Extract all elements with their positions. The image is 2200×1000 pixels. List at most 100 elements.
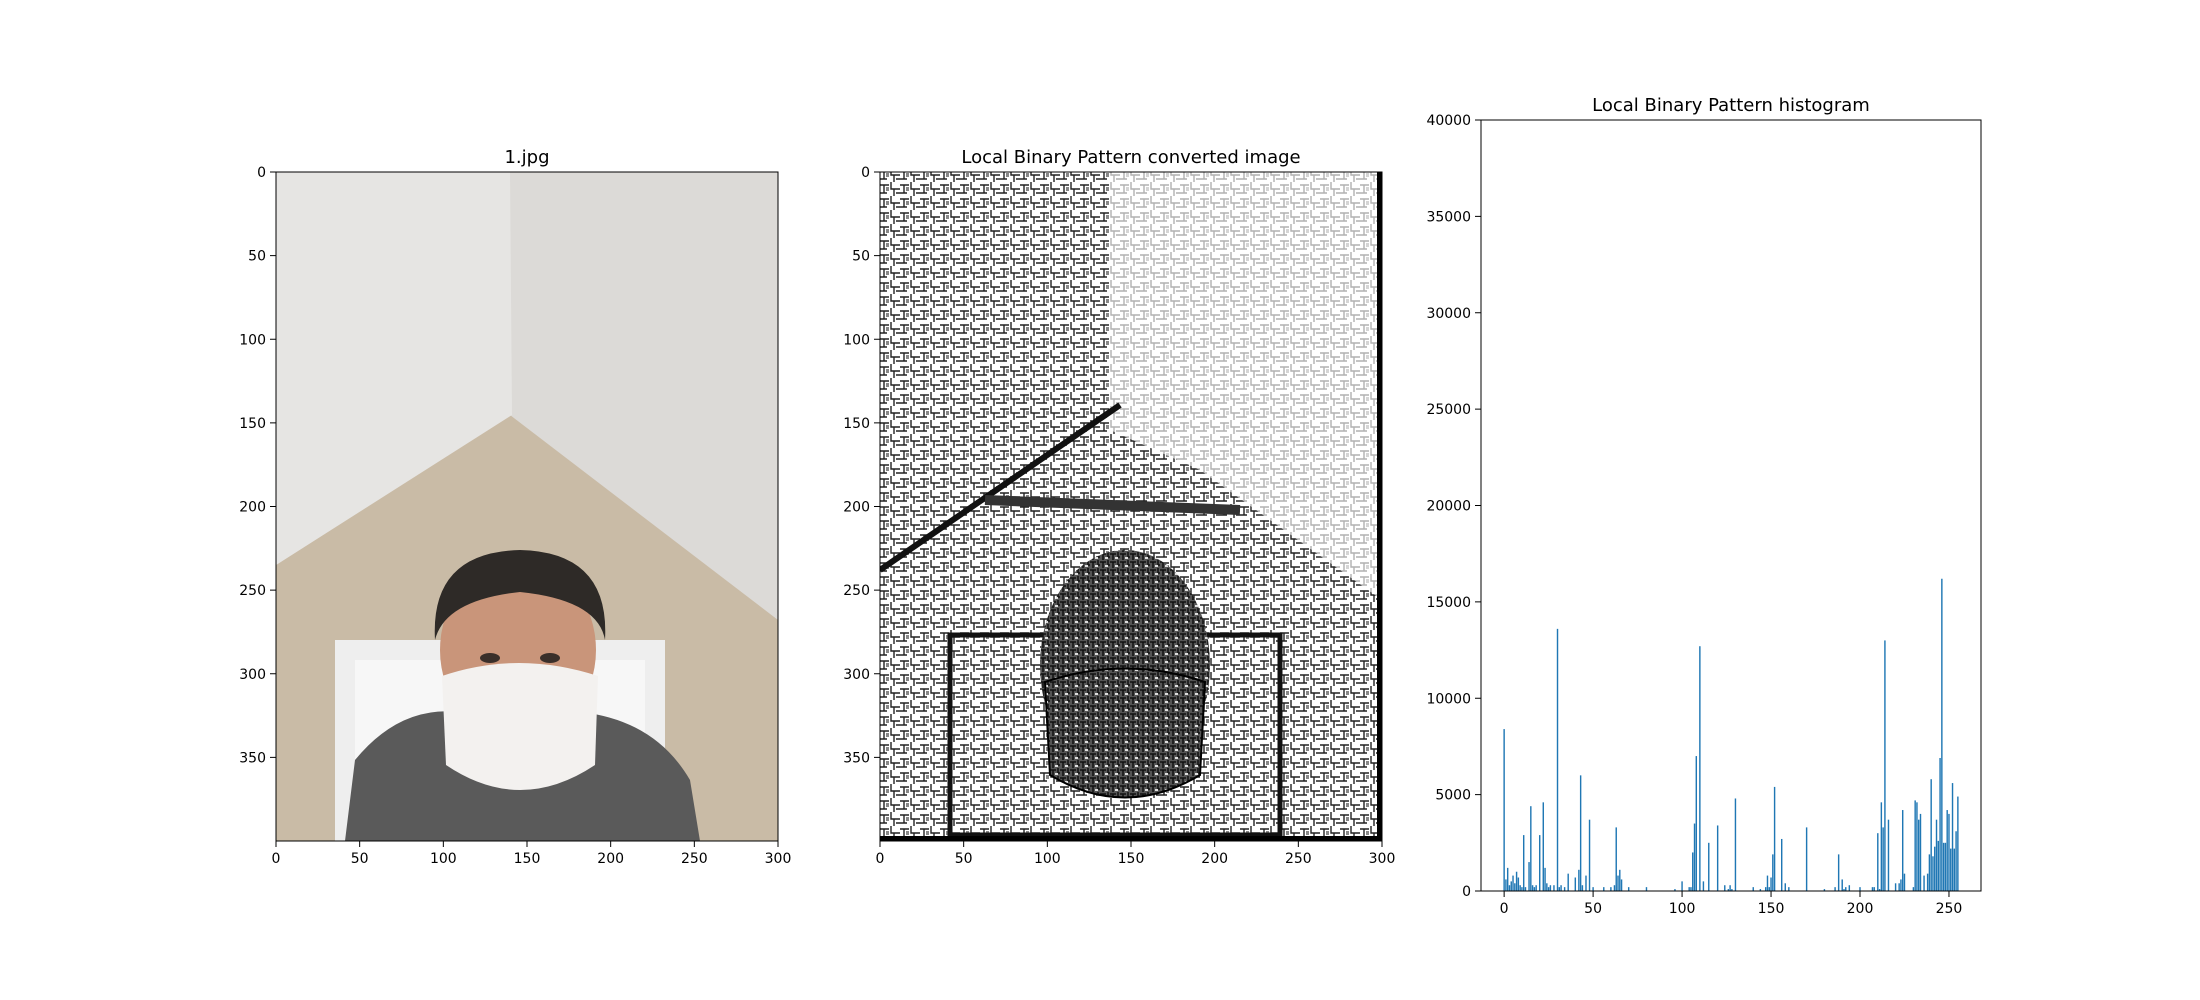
- photo-title: 1.jpg: [504, 147, 549, 168]
- histogram-bar: [1514, 883, 1516, 891]
- histogram-bar: [1770, 877, 1772, 891]
- histogram-bar: [1903, 873, 1906, 891]
- histogram-bar: [1955, 831, 1957, 891]
- lbp-ytick-label: 250: [843, 583, 870, 599]
- histogram-bar: [1539, 835, 1541, 891]
- histogram-bar: [1729, 885, 1731, 891]
- histogram-bar: [1563, 887, 1566, 891]
- histogram-bar: [1928, 854, 1931, 891]
- histogram-bar: [1603, 887, 1605, 891]
- histogram-bar: [1773, 786, 1776, 891]
- histogram-bar: [1752, 887, 1754, 891]
- histogram-bar: [1690, 887, 1692, 891]
- histogram-bar: [1731, 889, 1733, 891]
- histogram-bar: [1519, 885, 1521, 891]
- histogram-xtick-label: 200: [1847, 901, 1874, 917]
- histogram-bar: [1553, 885, 1555, 891]
- histogram-bar: [1542, 802, 1544, 891]
- photo-ceiling-peak: [276, 172, 512, 565]
- lbp-title: Local Binary Pattern converted image: [961, 147, 1300, 168]
- histogram-bar: [1619, 869, 1621, 891]
- lbp-ytick-label: 50: [852, 249, 870, 265]
- histogram-bar: [1506, 867, 1509, 891]
- histogram-bar: [1585, 875, 1587, 891]
- histogram-xtick-label: 0: [1500, 901, 1509, 917]
- histogram-ytick-label: 30000: [1426, 306, 1471, 322]
- histogram-bar: [1873, 887, 1875, 891]
- histogram-bar: [1528, 862, 1530, 891]
- photo-xtick-label: 300: [765, 851, 792, 867]
- histogram-bar: [1926, 873, 1929, 891]
- histogram-bar: [1522, 835, 1525, 891]
- histogram-bar: [1781, 838, 1783, 891]
- histogram-bar: [1699, 646, 1701, 891]
- histogram-bar: [1953, 848, 1956, 891]
- photo-ytick-label: 0: [257, 165, 266, 181]
- histogram-bar: [1848, 885, 1851, 891]
- photo-ytick-label: 150: [239, 416, 266, 432]
- histogram-bar: [1645, 887, 1648, 891]
- histogram-bar: [1912, 887, 1915, 891]
- histogram-bar: [1620, 879, 1623, 891]
- histogram-bar: [1877, 833, 1879, 891]
- histogram-bar: [1878, 889, 1881, 891]
- histogram-bar: [1681, 881, 1683, 891]
- histogram-bar: [1859, 887, 1861, 891]
- histogram-bar: [1930, 779, 1932, 891]
- histogram-bar: [1510, 881, 1512, 891]
- lbp-bottom-border: [880, 836, 1382, 841]
- histogram-bar: [1505, 879, 1507, 891]
- histogram-bar: [1805, 827, 1808, 891]
- histogram-ytick-label: 25000: [1426, 402, 1471, 418]
- lbp-ceiling-smooth: [1110, 172, 1382, 600]
- histogram-bar: [1546, 883, 1548, 891]
- histogram-bar: [1556, 628, 1559, 891]
- lbp-xtick-label: 0: [876, 851, 885, 867]
- histogram-bar: [1957, 796, 1959, 891]
- lbp-xtick-label: 200: [1201, 851, 1228, 867]
- histogram-bar: [1693, 823, 1696, 891]
- photo-eye-left: [480, 653, 500, 663]
- histogram-bar: [1716, 825, 1719, 891]
- photo-panel: 1.jpg 0 50 100 150 200 250 300 0 50 100 150 200 250 3…: [239, 147, 791, 867]
- histogram-bar: [1884, 640, 1886, 891]
- histogram-xtick-label: 250: [1936, 901, 1963, 917]
- histogram-bar: [1948, 813, 1950, 891]
- histogram-bar: [1581, 885, 1584, 891]
- histogram-bar: [1843, 889, 1845, 891]
- lbp-ytick-label: 200: [843, 500, 870, 516]
- histogram-bar: [1533, 887, 1536, 891]
- histogram-bar: [1880, 802, 1883, 891]
- histogram-bar: [1702, 881, 1705, 891]
- histogram-bar: [1627, 887, 1630, 891]
- histogram-bar: [1503, 729, 1505, 891]
- histogram-bar: [1766, 875, 1769, 891]
- histogram-bar: [1941, 578, 1943, 891]
- histogram-bar: [1950, 848, 1952, 891]
- histogram-bar: [1932, 856, 1934, 891]
- lbp-mask: [1043, 667, 1207, 799]
- histogram-bar: [1871, 887, 1874, 891]
- lbp-xtick-label: 100: [1034, 851, 1061, 867]
- histogram-bar: [1549, 885, 1552, 891]
- histogram-bar: [1727, 889, 1730, 891]
- histogram-xtick-label: 50: [1584, 901, 1602, 917]
- histogram-bar: [1900, 879, 1902, 891]
- lbp-ytick-label: 300: [843, 667, 870, 683]
- histogram-bar: [1615, 827, 1617, 891]
- histogram-bar: [1764, 887, 1767, 891]
- histogram-bar: [1887, 819, 1890, 891]
- histogram-bar: [1919, 813, 1922, 891]
- histogram-bar: [1918, 819, 1920, 891]
- photo-eye-right: [540, 653, 560, 663]
- histogram-bar: [1951, 783, 1954, 891]
- histogram-bar: [1567, 873, 1569, 891]
- histogram-bar: [1535, 885, 1537, 891]
- lbp-ytick-label: 150: [843, 416, 870, 432]
- histogram-title: Local Binary Pattern histogram: [1592, 95, 1870, 116]
- lbp-ytick-label: 0: [861, 165, 870, 181]
- histogram-ytick-label: 20000: [1426, 499, 1471, 515]
- lbp-panel: Local Binary Pattern converted image 0 50…: [843, 147, 1395, 867]
- histogram-bar: [1692, 852, 1694, 891]
